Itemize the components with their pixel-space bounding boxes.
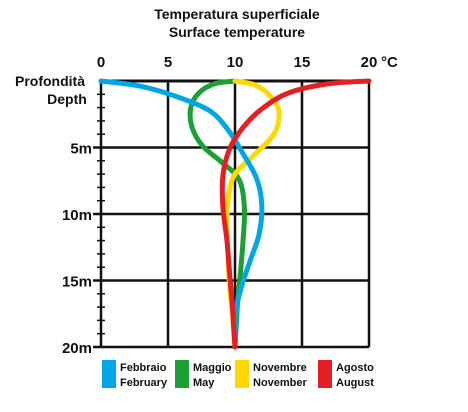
x-tick-label-3: 15: [294, 54, 311, 71]
legend-label-it: Maggio: [193, 362, 232, 374]
tick-labels: 0 5 10 15 20 5m 10m 15m 20m: [62, 54, 377, 357]
legend-item-agosto: Agosto August: [318, 360, 374, 389]
y-tick-label-2: 15m: [62, 274, 92, 291]
x-tick-label-1: 5: [164, 54, 172, 71]
y-tick-label-0: 5m: [70, 141, 92, 158]
legend-label-en: February: [120, 377, 168, 389]
legend-swatch: [318, 360, 332, 388]
x-tick-label-4: 20: [361, 54, 378, 71]
y-tick-label-1: 10m: [62, 207, 92, 224]
chart-subtitle: Surface temperature: [169, 24, 305, 40]
legend-item-maggio: Maggio May: [175, 360, 232, 389]
series-line-febbraio: [98, 78, 265, 350]
legend-item-novembre: Novembre November: [235, 360, 308, 389]
legend-label-it: Febbraio: [120, 362, 167, 374]
legend-item-febbraio: Febbraio February: [102, 360, 168, 389]
legend-label-it: Novembre: [253, 362, 307, 374]
legend-label-en: November: [253, 377, 308, 389]
legend-swatch: [175, 360, 189, 388]
legend-swatch: [235, 360, 249, 388]
x-tick-label-0: 0: [97, 54, 105, 71]
series-line-agosto: [219, 78, 372, 350]
chart-title: Temperatura superficiale: [154, 6, 320, 22]
legend-swatch: [102, 360, 116, 388]
y-axis-label-line2: Depth: [47, 91, 87, 107]
series-lines: [98, 78, 372, 350]
legend-label-en: August: [336, 377, 374, 389]
y-tick-label-3: 20m: [62, 340, 92, 357]
legend-label-en: May: [193, 377, 215, 389]
x-axis-unit: °C: [381, 54, 398, 71]
legend-label-it: Agosto: [336, 362, 374, 374]
legend: Febbraio February Maggio May Novembre Novembe…: [102, 360, 374, 389]
x-tick-label-2: 10: [227, 54, 244, 71]
y-axis-label-line1: Profondità: [15, 73, 85, 89]
